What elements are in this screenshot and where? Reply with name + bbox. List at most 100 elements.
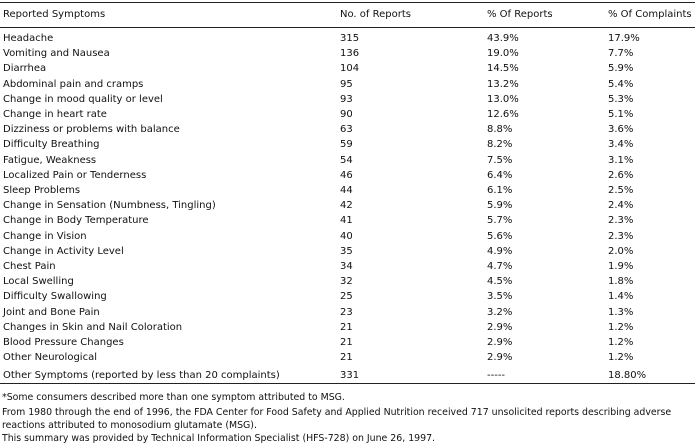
reports-cell: 93 — [340, 93, 353, 105]
percent-complaints-cell: 1.2% — [608, 337, 634, 348]
symptom-cell: Change in Vision — [3, 230, 87, 242]
percent-reports-cell: 5.6% — [487, 230, 513, 242]
reports-cell: 104 — [340, 63, 360, 75]
symptom-cell: Difficulty Breathing — [3, 139, 100, 151]
symptom-cell: Other Symptoms (reported by less than 20… — [3, 370, 280, 381]
reports-cell: 32 — [340, 276, 353, 288]
reports-cell: 23 — [340, 306, 353, 318]
reports-cell: 136 — [340, 48, 360, 60]
symptom-cell: Localized Pain or Tenderness — [3, 169, 147, 181]
reports-cell: 90 — [340, 109, 353, 120]
symptom-cell: Blood Pressure Changes — [3, 337, 124, 348]
reports-cell: 21 — [340, 321, 353, 333]
percent-complaints-cell: 2.3% — [608, 215, 634, 227]
symptom-cell: Diarrhea — [3, 63, 47, 75]
symptom-cell: Headache — [3, 33, 54, 44]
symptom-cell: Changes in Skin and Nail Coloration — [3, 321, 183, 333]
percent-complaints-cell: 2.4% — [608, 200, 634, 212]
reports-cell: 21 — [340, 352, 353, 364]
bottom-rule — [0, 383, 695, 384]
percent-reports-cell: 6.4% — [487, 169, 513, 181]
reports-cell: 59 — [340, 139, 353, 151]
reports-cell: 44 — [340, 185, 353, 196]
percent-complaints-cell: 18.80% — [608, 370, 647, 381]
percent-reports-cell: 2.9% — [487, 337, 513, 348]
top-rule — [0, 2, 695, 3]
symptom-cell: Vomiting and Nausea — [3, 48, 110, 60]
percent-reports-cell: 14.5% — [487, 63, 519, 75]
percent-reports-cell: 5.7% — [487, 215, 513, 227]
percent-complaints-cell: 3.4% — [608, 139, 634, 151]
percent-reports-cell: 2.9% — [487, 352, 513, 364]
header-rule — [0, 27, 695, 28]
percent-complaints-cell: 17.9% — [608, 33, 640, 44]
percent-reports-cell: 4.7% — [487, 261, 513, 272]
symptom-cell: Fatigue, Weakness — [3, 154, 97, 166]
percent-complaints-cell: 7.7% — [608, 48, 634, 60]
reports-cell: 40 — [340, 230, 353, 242]
percent-complaints-cell: 1.8% — [608, 276, 634, 288]
percent-reports-cell: ----- — [487, 370, 506, 381]
footnote: From 1980 through the end of 1996, the F… — [2, 407, 672, 431]
symptom-cell: Sleep Problems — [3, 185, 81, 196]
header-cell: No. of Reports — [340, 9, 411, 20]
percent-reports-cell: 13.0% — [487, 93, 519, 105]
header-cell: Reported Symptoms — [3, 9, 106, 20]
symptom-cell: Abdominal pain and cramps — [3, 78, 144, 90]
reports-cell: 25 — [340, 291, 353, 303]
symptom-cell: Dizziness or problems with balance — [3, 124, 180, 136]
symptom-cell: Joint and Bone Pain — [3, 306, 100, 318]
percent-reports-cell: 19.0% — [487, 48, 519, 60]
percent-complaints-cell: 1.2% — [608, 352, 634, 364]
reports-cell: 331 — [340, 370, 360, 381]
percent-complaints-cell: 2.5% — [608, 185, 634, 196]
reports-cell: 35 — [340, 245, 353, 257]
reports-cell: 95 — [340, 78, 353, 90]
symptom-cell: Chest Pain — [3, 261, 56, 272]
percent-reports-cell: 43.9% — [487, 33, 519, 44]
percent-reports-cell: 5.9% — [487, 200, 513, 212]
percent-complaints-cell: 1.2% — [608, 321, 634, 333]
symptom-cell: Change in Sensation (Numbness, Tingling) — [3, 200, 216, 212]
header-cell: % Of Complaints — [608, 9, 692, 20]
reports-cell: 315 — [340, 33, 360, 44]
percent-complaints-cell: 2.0% — [608, 245, 634, 257]
percent-reports-cell: 3.2% — [487, 306, 513, 318]
symptom-cell: Change in mood quality or level — [3, 93, 163, 105]
percent-reports-cell: 6.1% — [487, 185, 513, 196]
symptom-cell: Change in heart rate — [3, 109, 107, 120]
percent-complaints-cell: 2.3% — [608, 230, 634, 242]
reports-cell: 63 — [340, 124, 353, 136]
reports-cell: 42 — [340, 200, 353, 212]
symptom-cell: Other Neurological — [3, 352, 97, 364]
percent-reports-cell: 4.9% — [487, 245, 513, 257]
percent-complaints-cell: 5.9% — [608, 63, 634, 75]
percent-reports-cell: 13.2% — [487, 78, 519, 90]
percent-complaints-cell: 5.4% — [608, 78, 634, 90]
reports-cell: 41 — [340, 215, 353, 227]
percent-reports-cell: 3.5% — [487, 291, 513, 303]
percent-reports-cell: 2.9% — [487, 321, 513, 333]
reports-cell: 21 — [340, 337, 353, 348]
percent-reports-cell: 8.2% — [487, 139, 513, 151]
symptom-cell: Local Swelling — [3, 276, 74, 288]
percent-complaints-cell: 5.1% — [608, 109, 634, 120]
percent-complaints-cell: 3.1% — [608, 154, 634, 166]
percent-complaints-cell: 1.4% — [608, 291, 634, 303]
percent-reports-cell: 7.5% — [487, 154, 513, 166]
percent-reports-cell: 8.8% — [487, 124, 513, 136]
header-cell: % Of Reports — [487, 9, 553, 20]
symptom-cell: Change in Activity Level — [3, 245, 124, 257]
reports-cell: 34 — [340, 261, 353, 272]
percent-complaints-cell: 1.3% — [608, 306, 634, 318]
percent-complaints-cell: 3.6% — [608, 124, 634, 136]
percent-complaints-cell: 2.6% — [608, 169, 634, 181]
footnote: This summary was provided by Technical I… — [2, 433, 436, 444]
footnote: *Some consumers described more than one … — [2, 392, 345, 403]
reports-cell: 46 — [340, 169, 353, 181]
symptom-cell: Difficulty Swallowing — [3, 291, 107, 303]
percent-complaints-cell: 5.3% — [608, 93, 634, 105]
percent-complaints-cell: 1.9% — [608, 261, 634, 272]
reports-cell: 54 — [340, 154, 353, 166]
